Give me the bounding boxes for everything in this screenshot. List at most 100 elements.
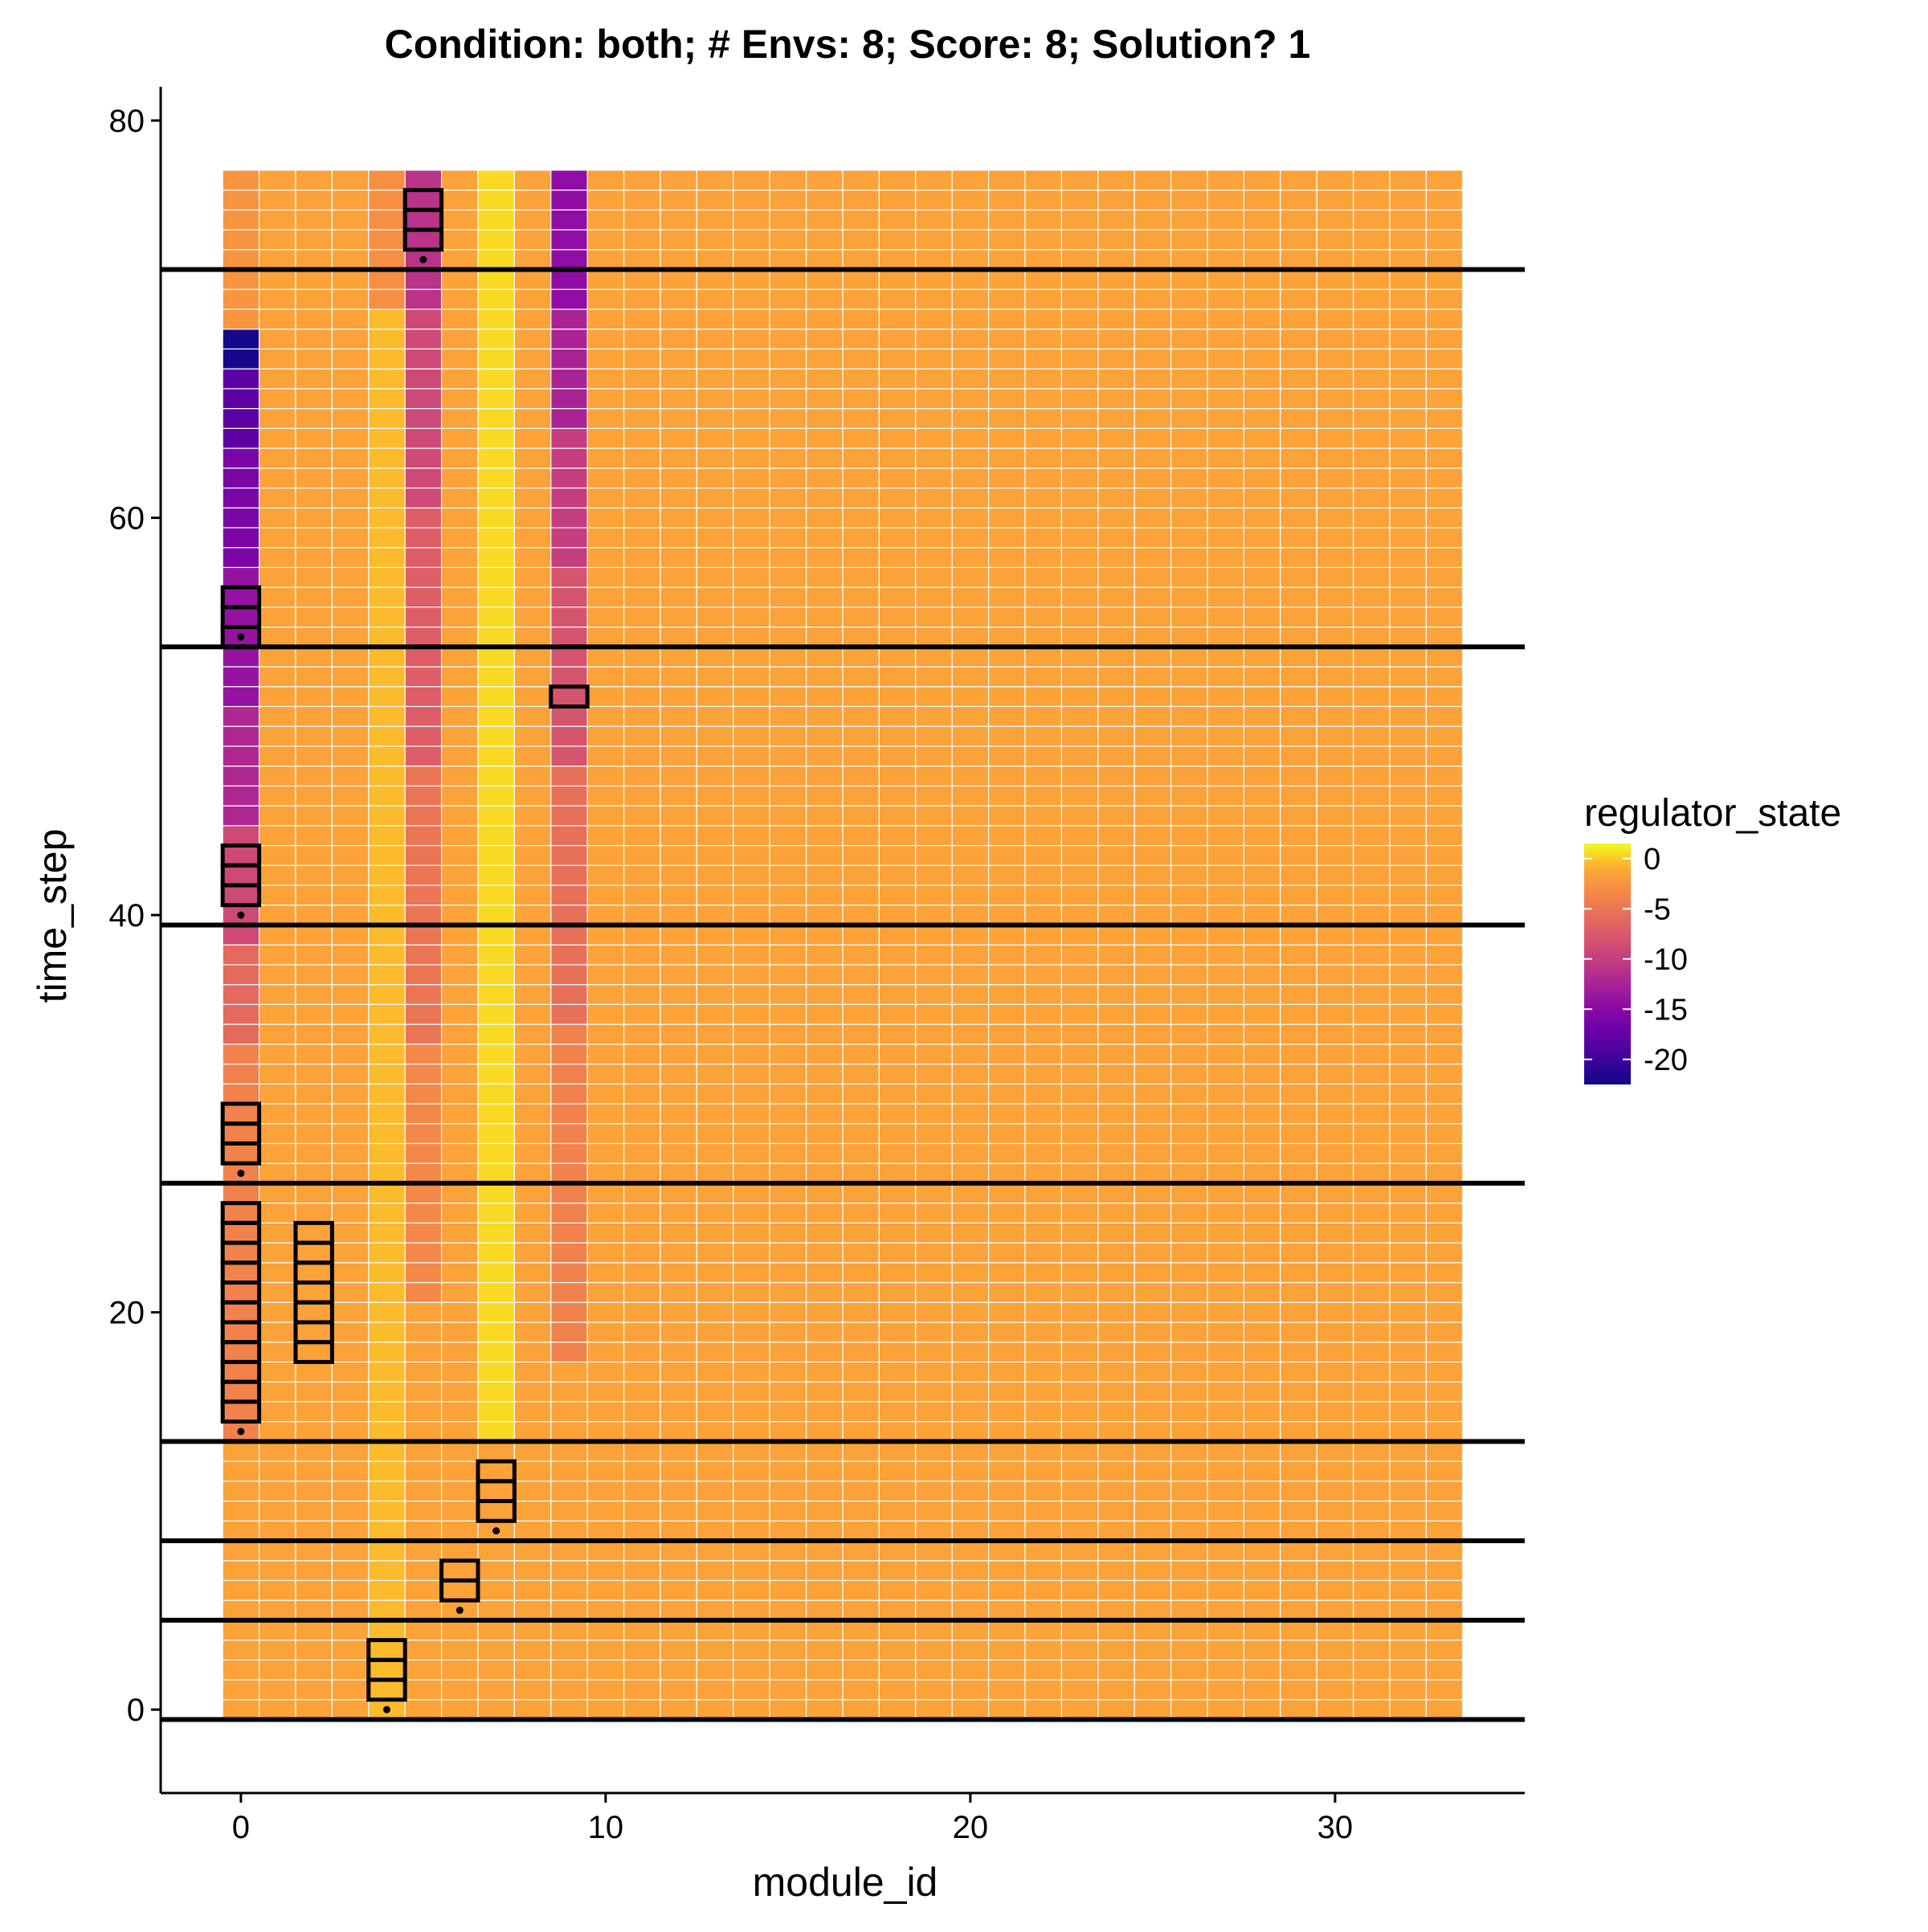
heatmap-cell: [1280, 249, 1317, 271]
heatmap-cell: [623, 1579, 661, 1601]
heatmap-cell: [915, 507, 953, 529]
heatmap-cell: [404, 1162, 443, 1184]
heatmap-cell: [368, 1063, 406, 1084]
heatmap-cell: [769, 1222, 807, 1244]
heatmap-cell: [550, 507, 588, 529]
heatmap-cell: [660, 268, 697, 290]
heatmap-cell: [404, 1540, 443, 1562]
heatmap-cell: [222, 666, 260, 688]
heatmap-cell: [915, 1540, 953, 1562]
heatmap-cell: [440, 329, 479, 349]
heatmap-cell: [769, 1640, 807, 1660]
heatmap-cell: [513, 209, 552, 231]
heatmap-cell: [331, 527, 370, 549]
heatmap-cell: [987, 1620, 1026, 1641]
heatmap-cell: [586, 1599, 625, 1621]
heatmap-cell: [1170, 1003, 1208, 1025]
heatmap-cell: [1389, 249, 1428, 271]
heatmap-cell: [733, 785, 770, 807]
heatmap-cell: [805, 1044, 844, 1065]
heatmap-cell: [404, 805, 443, 827]
heatmap-cell: [477, 766, 515, 786]
heatmap-cell: [1024, 864, 1063, 886]
heatmap-cell: [1316, 964, 1354, 986]
heatmap-cell: [1280, 944, 1317, 966]
heatmap-cell: [1389, 229, 1428, 251]
heatmap-cell: [1243, 1301, 1281, 1323]
heatmap-cell: [1060, 407, 1099, 429]
heatmap-cell: [1060, 229, 1099, 251]
heatmap-cell: [331, 1003, 370, 1025]
heatmap-cell: [1316, 884, 1354, 906]
heatmap-cell: [1060, 1481, 1099, 1502]
heatmap-cell: [1134, 1301, 1172, 1323]
heatmap-cell: [915, 1281, 953, 1303]
heatmap-cell: [513, 1679, 552, 1701]
heatmap-cell: [951, 1162, 990, 1184]
heatmap-cell: [331, 288, 370, 310]
heatmap-cell: [1425, 1044, 1464, 1065]
heatmap-cell: [951, 368, 990, 390]
heatmap-cell: [1134, 666, 1172, 688]
heatmap-cell: [1243, 288, 1281, 310]
heatmap-cell: [1280, 1321, 1317, 1343]
heatmap-cell: [550, 1520, 588, 1542]
heatmap-cell: [660, 1421, 697, 1442]
heatmap-cell: [1097, 1242, 1135, 1264]
heatmap-cell: [660, 725, 697, 747]
heatmap-cell: [660, 229, 697, 251]
heatmap-cell: [1207, 1242, 1245, 1264]
heatmap-cell: [878, 1599, 917, 1621]
heatmap-cell: [586, 1182, 625, 1204]
heatmap-cell: [222, 308, 260, 330]
heatmap-cell: [1389, 1579, 1428, 1601]
heatmap-cell: [513, 1421, 552, 1442]
heatmap-cell: [1353, 468, 1391, 489]
heatmap-cell: [404, 1083, 443, 1105]
heatmap-cell: [1134, 844, 1172, 866]
heatmap-cell: [1316, 785, 1354, 807]
heatmap-cell: [1243, 586, 1281, 608]
heatmap-cell: [733, 368, 770, 390]
heatmap-cell: [258, 864, 296, 886]
heatmap-cell: [1024, 1381, 1063, 1403]
heatmap-cell: [623, 368, 661, 390]
heatmap-cell: [842, 1003, 880, 1025]
heatmap-cell: [222, 1281, 260, 1303]
heatmap-cell: [951, 825, 990, 847]
heatmap-cell: [440, 1242, 479, 1264]
heatmap-cell: [878, 1361, 917, 1383]
heatmap-cell: [1243, 686, 1281, 708]
heatmap-cell: [404, 626, 443, 647]
heatmap-cell: [842, 884, 880, 906]
heatmap-cell: [1170, 1381, 1208, 1403]
heatmap-cell: [586, 288, 625, 310]
heatmap-cell: [258, 805, 296, 827]
heatmap-cell: [1097, 1481, 1135, 1502]
heatmap-cell: [623, 1301, 661, 1323]
heatmap-cell: [513, 329, 552, 349]
event-dot: [419, 255, 427, 263]
heatmap-cell: [1389, 1560, 1428, 1582]
heatmap-cell: [477, 407, 515, 429]
heatmap-cell: [1097, 984, 1135, 1005]
heatmap-cell: [1207, 805, 1245, 827]
heatmap-cell: [1389, 905, 1428, 926]
heatmap-cell: [769, 368, 807, 390]
heatmap-cell: [1353, 745, 1391, 767]
heatmap-cell: [1353, 785, 1391, 807]
heatmap-cell: [878, 1560, 917, 1582]
heatmap-cell: [1170, 249, 1208, 271]
heatmap-cell: [733, 1301, 770, 1323]
heatmap-cell: [696, 268, 734, 290]
heatmap-cell: [769, 507, 807, 529]
heatmap-cell: [696, 805, 734, 827]
heatmap-cell: [1024, 1540, 1063, 1562]
heatmap-cell: [623, 468, 661, 489]
heatmap-cell: [987, 1481, 1026, 1502]
heatmap-cell: [1024, 1620, 1063, 1641]
heatmap-cell: [368, 527, 406, 549]
environment-boundaries: [161, 267, 1525, 1722]
heatmap-cell: [404, 1381, 443, 1403]
heatmap-cell: [1316, 1361, 1354, 1383]
